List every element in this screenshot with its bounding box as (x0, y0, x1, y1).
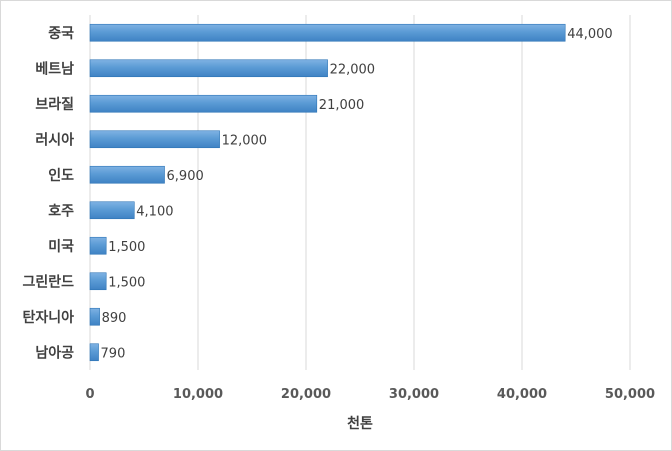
category-label: 남아공 (35, 344, 74, 361)
category-label: 인도 (48, 167, 74, 184)
bar (89, 130, 220, 149)
category-label: 베트남 (35, 60, 74, 77)
data-label: 6,900 (167, 169, 204, 184)
x-tick-label: 30,000 (389, 387, 439, 402)
bar (89, 94, 318, 113)
bar (89, 165, 165, 184)
bar (89, 201, 135, 220)
category-label: 탄자니아 (22, 309, 74, 326)
x-tick-label: 20,000 (281, 387, 331, 402)
bars: 44,000 22,000 21,000 12,000 6,900 4,100 1,500 1… (89, 23, 613, 362)
data-label: 21,000 (319, 98, 365, 113)
data-label: 44,000 (567, 27, 613, 42)
x-tick-labels: 0 10,000 20,000 30,000 40,000 50,000 (85, 387, 655, 402)
category-label: 중국 (48, 26, 74, 42)
bar (89, 272, 107, 291)
category-label: 미국 (48, 239, 74, 255)
data-label: 4,100 (136, 204, 173, 219)
category-label: 호주 (48, 203, 74, 219)
x-tick-label: 40,000 (497, 387, 547, 402)
category-label: 그린란드 (22, 273, 74, 290)
x-tick-label: 10,000 (173, 387, 223, 402)
bar (89, 23, 566, 42)
data-label: 22,000 (330, 62, 376, 77)
data-label: 12,000 (222, 133, 268, 148)
data-label: 890 (102, 311, 127, 326)
x-tick-label: 50,000 (605, 387, 655, 402)
x-tick-label: 0 (85, 387, 94, 402)
data-label: 1,500 (108, 275, 145, 290)
bar (89, 307, 100, 326)
bar (89, 236, 107, 255)
data-label: 1,500 (108, 240, 145, 255)
data-label: 790 (101, 346, 126, 361)
bar (89, 343, 99, 362)
x-axis-title: 천톤 (347, 416, 373, 432)
category-label: 러시아 (35, 131, 74, 148)
category-label: 브라질 (35, 97, 74, 113)
bar (89, 59, 328, 78)
